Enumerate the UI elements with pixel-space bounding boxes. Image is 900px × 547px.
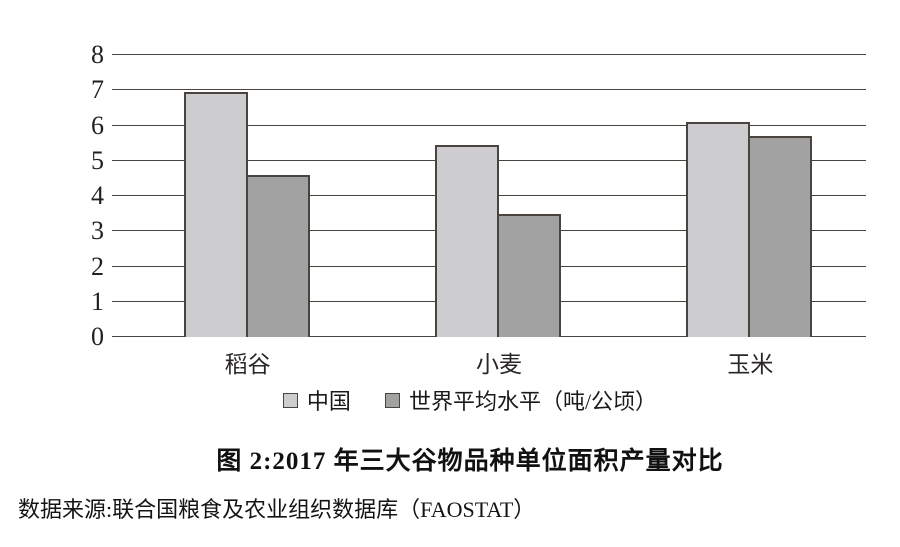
bar-group-2	[435, 144, 561, 337]
bar-世界平均水平（吨/公顷）-玉米	[748, 136, 813, 337]
legend-swatch-icon	[384, 392, 400, 408]
gridline-y6	[112, 124, 866, 126]
y-tick-label-4: 4	[91, 181, 104, 210]
plot-area: 0 1 2 3 4 5 6 7 8 稻谷 小麦 玉米	[91, 42, 866, 377]
gridline-y8	[112, 54, 866, 55]
y-tick-label-7: 7	[91, 75, 104, 105]
bar-group-1	[183, 92, 310, 337]
legend-label: 中国	[306, 389, 351, 414]
data-source: 数据来源:联合国粮食及农业组织数据库（FAOSTAT）	[18, 497, 536, 522]
x-axis-label-1: 稻谷	[224, 352, 271, 377]
y-tick-label-5: 5	[91, 145, 104, 175]
bar-中国-小麦	[435, 144, 499, 337]
legend-swatch-icon	[282, 392, 298, 408]
bar-世界平均水平（吨/公顷）-稻谷	[245, 174, 310, 337]
y-tick-label-1: 1	[91, 286, 104, 316]
chart-title: 图 2:2017 年三大谷物品种单位面积产量对比	[216, 448, 724, 475]
y-tick-label-3: 3	[91, 216, 104, 246]
legend: 中国 世界平均水平（吨/公顷）	[40, 384, 900, 416]
x-axis-label-2: 小麦	[476, 352, 522, 377]
y-tick-label-6: 6	[91, 110, 104, 140]
legend-label: 世界平均水平（吨/公顷）	[408, 389, 658, 414]
y-tick-label-0: 0	[91, 322, 104, 351]
x-axis-label-3: 玉米	[727, 352, 774, 377]
legend-item-1: 中国	[282, 384, 351, 416]
gridline-y7	[112, 89, 866, 91]
bar-世界平均水平（吨/公顷）-小麦	[497, 213, 561, 337]
bar-中国-玉米	[686, 121, 751, 337]
bar-中国-稻谷	[183, 92, 248, 337]
y-tick-label-2: 2	[91, 251, 104, 281]
bar-group-3	[686, 121, 813, 337]
legend-item-2: 世界平均水平（吨/公顷）	[384, 384, 658, 416]
y-tick-label-8: 8	[91, 40, 104, 69]
